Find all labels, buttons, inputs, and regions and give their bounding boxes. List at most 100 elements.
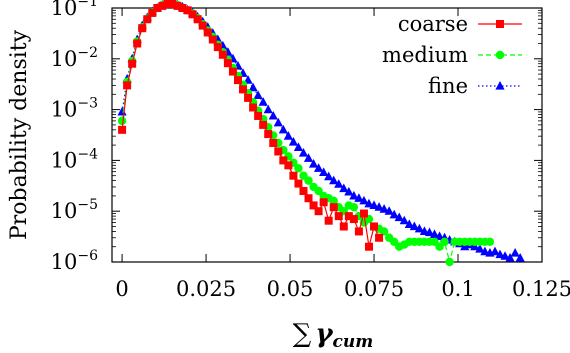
y-tick-label: 10−6 [51,248,98,274]
data-point-medium [349,202,359,212]
data-point-coarse [339,222,348,231]
data-point-coarse [228,67,237,76]
x-axis-label-sum: ∑ [293,319,312,349]
data-point-fine [434,231,445,240]
data-point-fine [303,153,314,162]
data-point-coarse [294,179,303,188]
legend-label-coarse: coarse [398,12,468,36]
data-point-fine [505,252,515,262]
axis-ticks: 10−6 10−5 10−4 10−3 10−2 10−1 0 0.025 0.05 0.075 0… [51,0,570,301]
x-tick-label: 0 [115,277,128,301]
series-medium [117,0,495,267]
y-tick-label: 10−4 [51,146,98,172]
data-point-coarse [359,209,368,218]
data-point-coarse [163,0,172,8]
x-axis-label: ∑ γcum [293,319,373,352]
data-point-coarse [143,15,152,24]
data-point-coarse [218,50,227,59]
data-point-medium [117,116,127,126]
data-point-fine [329,175,339,185]
data-point-fine [263,104,273,114]
data-point-coarse [244,93,253,102]
series-layer [117,0,525,267]
data-point-fine [354,193,364,202]
data-point-coarse [314,207,323,216]
y-tick-label: 10−2 [51,45,98,71]
y-tick-label: 10−1 [51,0,98,20]
data-point-fine [253,90,263,100]
data-point-fine [399,215,409,225]
data-point-fine [117,106,127,116]
data-point-coarse [259,120,268,129]
legend-label-fine: fine [428,74,468,98]
series-fine [117,0,525,262]
data-point-coarse [274,147,283,156]
data-point-coarse [198,21,207,30]
data-point-coarse [334,212,343,221]
data-point-coarse [329,203,338,212]
data-point-fine [268,110,278,120]
data-point-fine [308,158,319,168]
data-point-fine [349,190,359,200]
y-axis-label: Probability density [7,29,32,240]
x-tick-label: 0.1 [441,277,474,301]
data-point-medium [329,196,338,206]
data-point-fine [339,183,349,193]
data-point-coarse [223,59,232,68]
data-point-fine [480,246,490,256]
data-point-coarse [123,81,132,90]
data-point-medium [379,227,389,236]
data-point-coarse [128,59,137,68]
x-tick-label: 0.05 [267,277,314,301]
data-point-fine [364,198,374,208]
data-point-coarse [364,242,373,251]
data-point-coarse [264,130,273,139]
data-point-coarse [138,24,147,33]
data-point-fine [319,167,329,177]
data-point-fine [273,117,283,127]
data-point-coarse [344,212,353,221]
data-point-fine [515,252,525,262]
data-point-coarse [118,125,127,134]
legend-marker-fine [495,81,505,90]
data-point-coarse [299,186,308,195]
data-point-coarse [203,28,212,37]
x-tick-label: 0.025 [176,277,236,301]
data-point-fine [424,227,435,237]
data-point-fine [429,229,440,238]
data-point-fine [394,212,404,222]
data-point-fine [389,209,399,219]
data-point-medium [440,237,449,246]
data-point-coarse [269,139,278,148]
data-point-fine [344,186,354,196]
data-point-fine [495,249,505,259]
data-point-fine [288,137,299,146]
data-point-coarse [289,171,298,180]
data-point-coarse [233,76,242,85]
data-point-coarse [183,6,192,15]
data-point-coarse [178,4,187,12]
data-point-coarse [188,10,197,19]
x-axis-label-subscript: cum [333,332,374,352]
data-point-fine [384,206,394,215]
legend-marker-medium [495,50,505,60]
data-point-coarse [239,85,248,94]
data-point-fine [283,131,293,140]
data-point-coarse [249,103,258,112]
data-point-fine [369,200,379,210]
data-point-fine [414,223,424,233]
data-point-medium [294,164,303,173]
data-point-fine [258,97,268,106]
data-point-fine [278,124,288,134]
data-point-fine [379,204,389,213]
data-point-fine [314,163,324,172]
data-point-fine [404,219,414,228]
data-point-fine [475,244,485,253]
data-point-coarse [309,201,318,210]
data-point-coarse [319,198,328,207]
data-point-fine [500,251,510,260]
data-point-fine [334,179,344,188]
x-tick-label: 0.075 [344,277,404,301]
data-point-coarse [208,35,217,44]
